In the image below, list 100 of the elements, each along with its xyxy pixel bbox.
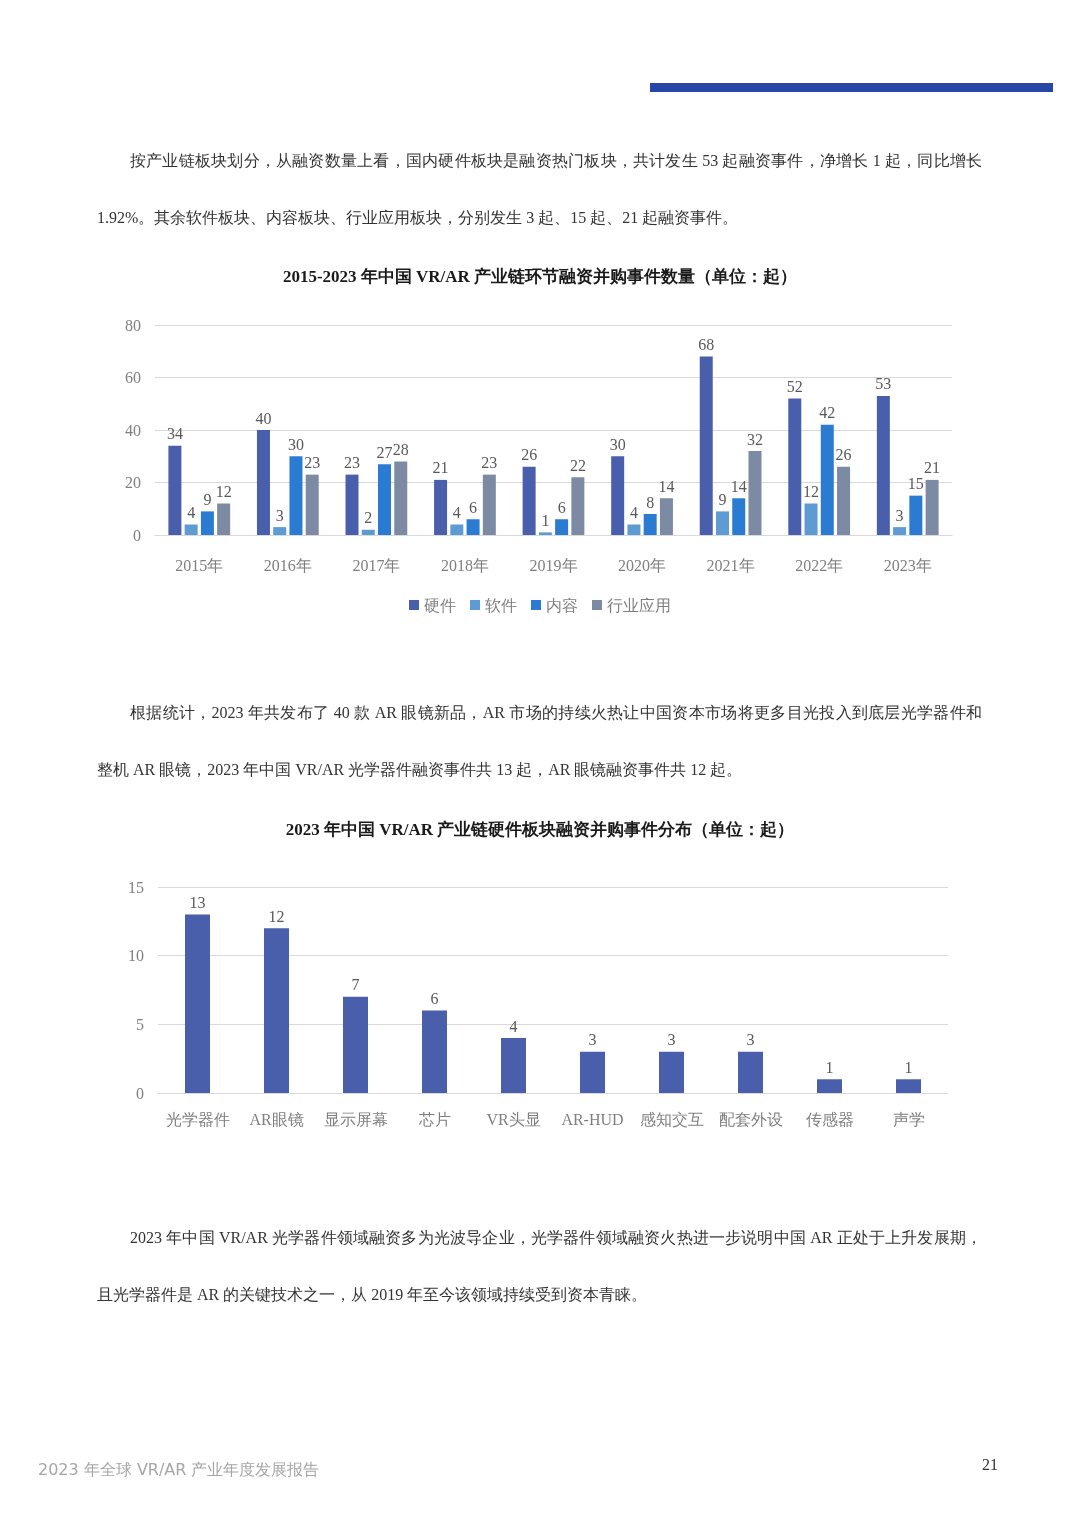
data-label: 14 (730, 477, 747, 495)
bar (361, 529, 375, 535)
legend-label: 内容 (546, 596, 578, 614)
y-tick-label: 0 (133, 526, 141, 544)
y-tick-label: 80 (125, 316, 141, 334)
bar (450, 524, 464, 535)
data-label: 9 (718, 490, 727, 508)
y-tick-label: 20 (125, 474, 141, 491)
bar (273, 527, 287, 535)
data-label: 3 (588, 1031, 597, 1049)
data-label: 26 (835, 446, 852, 464)
x-tick-label: 声学 (892, 1110, 925, 1128)
bar (715, 511, 729, 535)
bar (909, 495, 923, 535)
data-label: 26 (521, 446, 538, 464)
bar (185, 914, 210, 1093)
text: 21 (981, 1455, 998, 1475)
data-label: 23 (344, 454, 361, 472)
data-label: 53 (875, 375, 892, 393)
data-label: 12 (268, 907, 285, 925)
data-label: 4 (509, 1017, 518, 1035)
x-tick-label: VR头显 (486, 1110, 541, 1128)
bar (217, 503, 231, 535)
bar (256, 430, 270, 535)
data-label: 23 (481, 454, 498, 472)
data-label: 28 (392, 441, 409, 458)
x-tick-label: 2016年 (263, 556, 312, 574)
bar (817, 1079, 842, 1093)
bar (893, 527, 907, 535)
data-label: 4 (187, 504, 196, 521)
data-label: 1 (904, 1058, 913, 1076)
x-tick-label: 2020年 (618, 556, 667, 574)
bar (264, 928, 289, 1093)
bar (305, 474, 319, 535)
data-label: 30 (287, 435, 304, 453)
data-label: 21 (924, 459, 941, 477)
y-tick-label: 5 (136, 1015, 144, 1033)
bar (345, 474, 359, 535)
x-tick-label: 传感器 (805, 1110, 854, 1128)
text: 根据统计，2023 年共发布了 40 款 AR 眼镜新品，AR 市场的持续火热让中国资本市场将更多目光投入到底层光学器件和整机 AR 眼镜，2023 年中国 VR/AR 光学器件融资事件共 13 起，AR 眼镜融资事件共 12 起。 (97, 704, 982, 778)
x-tick-label: 2023年 (883, 556, 932, 574)
legend-label: 软件 (485, 596, 517, 614)
text: 2023 年全球 VR/AR 产业年度发展报告 (38, 1459, 321, 1481)
bar (378, 464, 392, 535)
bar (732, 498, 746, 535)
bar (422, 1010, 447, 1093)
bar (482, 474, 496, 535)
bar (184, 524, 198, 535)
bar (699, 356, 713, 535)
bar (571, 477, 585, 535)
data-label: 8 (646, 493, 655, 511)
x-tick-label: 感知交互 (639, 1110, 704, 1128)
y-tick-label: 10 (128, 947, 144, 965)
bar (394, 461, 408, 535)
bar (896, 1079, 921, 1093)
text: 2023 年中国 VR/AR 光学器件领域融资多为光波导企业，光学器件领域融资火热进一步说明中国 AR 正处于上升发展期，且光学器件是 AR 的关键技术之一，从 2019 年至今该领域持续受到资本青睐。 (97, 1229, 982, 1303)
data-label: 12 (215, 483, 232, 500)
data-label: 32 (746, 430, 763, 448)
bar (466, 519, 480, 535)
data-label: 6 (557, 498, 566, 516)
bar (627, 524, 641, 535)
x-tick-label: 芯片 (417, 1110, 451, 1128)
data-label: 52 (786, 378, 803, 395)
data-label: 2 (364, 509, 373, 527)
bar (168, 445, 182, 535)
x-tick-label: 2015年 (175, 556, 224, 574)
x-tick-label: 配套外设 (718, 1110, 783, 1128)
bar (501, 1038, 526, 1093)
bar (659, 1051, 684, 1093)
y-tick-label: 15 (128, 878, 144, 896)
data-label: 30 (609, 435, 626, 453)
data-label: 23 (304, 454, 321, 472)
data-label: 3 (275, 506, 284, 524)
data-label: 4 (629, 504, 638, 521)
bar (343, 996, 368, 1093)
data-label: 14 (658, 477, 675, 495)
bar (925, 479, 939, 535)
y-tick-label: 0 (136, 1084, 144, 1102)
data-label: 42 (819, 404, 836, 422)
text: 按产业链板块划分，从融资数量上看，国内硬件板块是融资热门板块，共计发生 53 起融资事件，净增长 1 起，同比增长 1.92%。其余软件板块、内容板块、行业应用板块，分别发生 3 起、15 起、21 起融资事件。 (97, 152, 982, 226)
bar (738, 1051, 763, 1093)
x-tick-label: 2022年 (795, 556, 844, 574)
x-tick-label: 显示屏幕 (323, 1110, 388, 1128)
data-label: 4 (452, 504, 461, 521)
x-tick-label: 2021年 (706, 556, 755, 574)
x-tick-label: 2017年 (352, 556, 401, 574)
bar (200, 511, 214, 535)
data-label: 9 (203, 490, 212, 508)
bar (434, 479, 448, 535)
data-label: 12 (803, 483, 820, 500)
bar (580, 1051, 605, 1093)
data-label: 40 (255, 409, 272, 427)
data-label: 34 (166, 425, 183, 443)
chart-title: 2023 年中国 VR/AR 产业链硬件板块融资并购事件分布（单位：起） (285, 820, 795, 839)
data-label: 7 (351, 976, 360, 994)
data-label: 1 (825, 1058, 834, 1076)
x-tick-label: 2019年 (529, 556, 578, 574)
y-tick-label: 60 (125, 369, 141, 386)
data-label: 3 (746, 1031, 755, 1049)
data-label: 68 (698, 336, 715, 353)
